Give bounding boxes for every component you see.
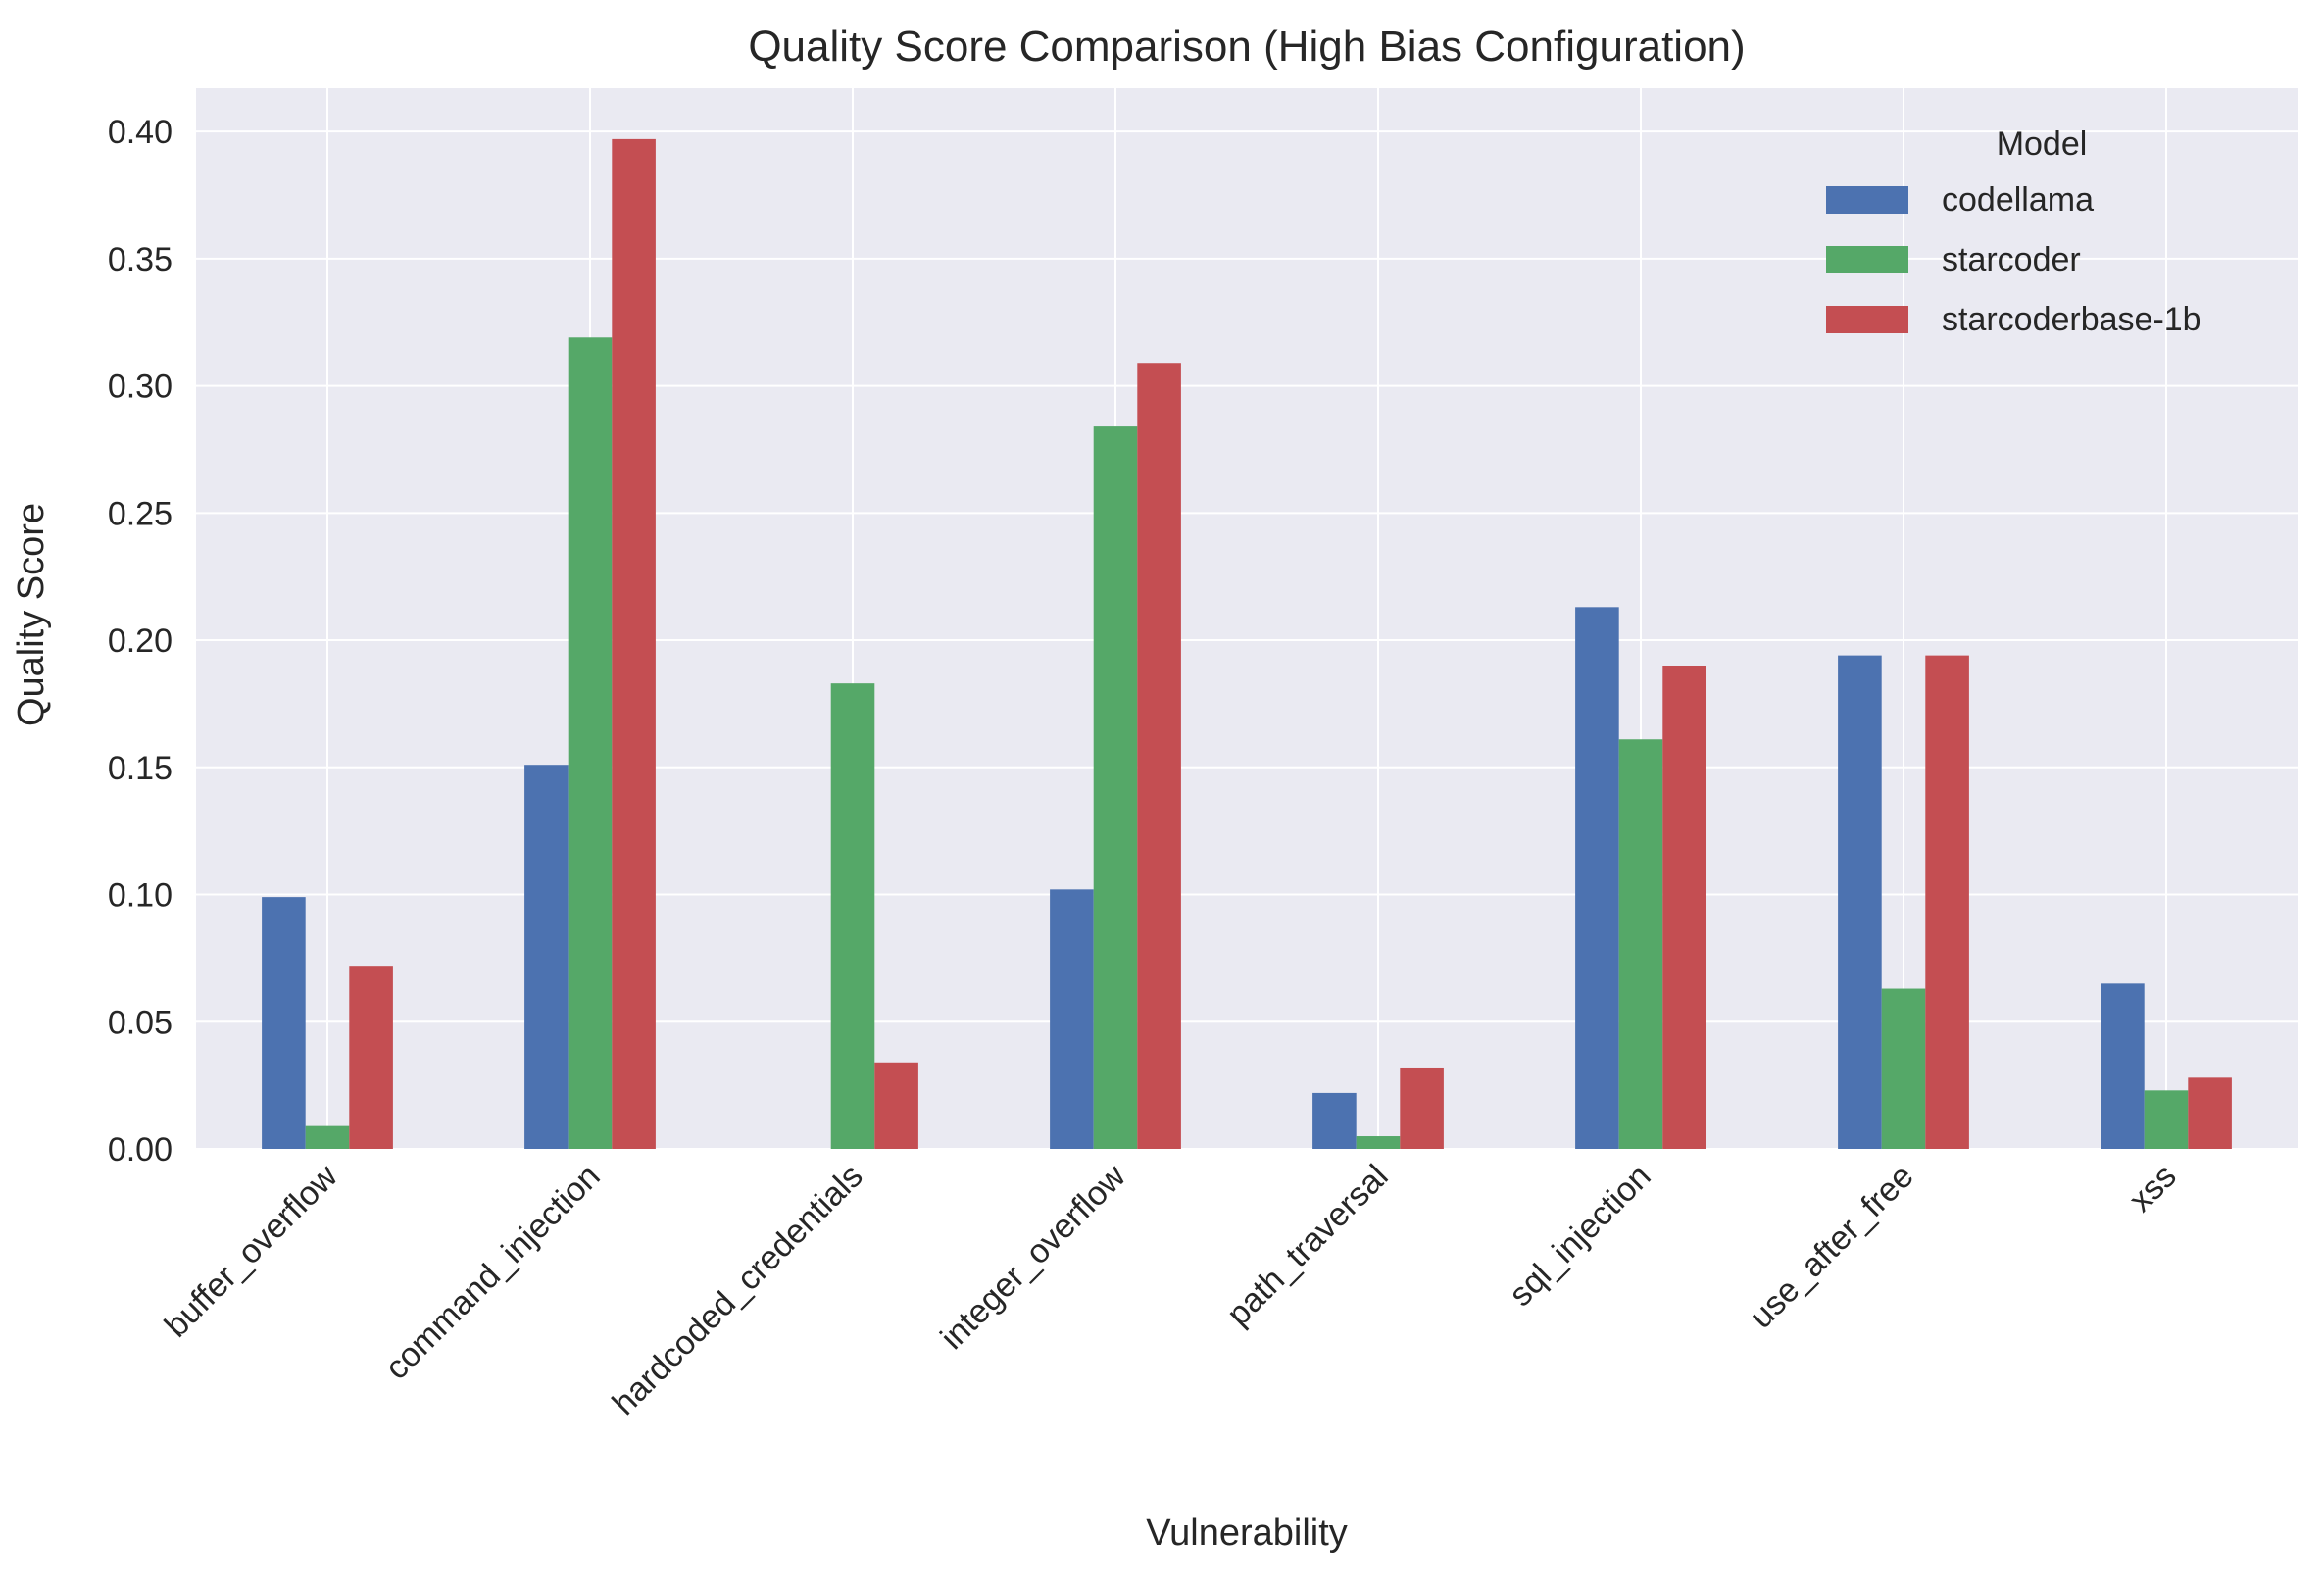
legend-title: Model: [1997, 125, 2088, 163]
bar-starcoder-xss: [2144, 1090, 2189, 1149]
bar-starcoder-path_traversal: [1356, 1136, 1401, 1149]
bar-codellama-command_injection: [524, 765, 569, 1149]
grid-lines: [196, 88, 2298, 1150]
chart-title: Quality Score Comparison (High Bias Conf…: [748, 23, 1745, 71]
legend-swatch-starcoder: [1826, 246, 1908, 273]
y-axis-ticks: 0.00 0.05 0.10 0.15 0.20 0.25 0.30 0.35 0.40: [108, 114, 173, 1168]
legend-label-starcoderbase-1b: starcoderbase-1b: [1942, 301, 2201, 338]
y-tick-label: 0.15: [108, 750, 173, 787]
bar-codellama-xss: [2101, 983, 2145, 1149]
bar-codellama-buffer_overflow: [262, 897, 306, 1149]
bar-starcoderbase-1b-xss: [2188, 1077, 2232, 1149]
bar-starcoder-sql_injection: [1618, 739, 1663, 1149]
bar-starcoder-use_after_free: [1881, 988, 1926, 1149]
bar-starcoder-hardcoded_credentials: [830, 683, 875, 1149]
legend-items: codellama starcoder starcoderbase-1b: [1826, 181, 2201, 338]
y-tick-label: 0.40: [108, 114, 173, 151]
bar-starcoder-command_injection: [568, 337, 613, 1149]
bar-starcoderbase-1b-integer_overflow: [1137, 363, 1181, 1149]
legend-label-starcoder: starcoder: [1942, 241, 2081, 278]
bar-codellama-sql_injection: [1575, 607, 1619, 1149]
bar-starcoderbase-1b-sql_injection: [1662, 666, 1706, 1149]
bar-starcoder-buffer_overflow: [305, 1125, 350, 1149]
y-tick-label: 0.20: [108, 622, 173, 660]
y-tick-label: 0.30: [108, 369, 173, 406]
x-axis-label: Vulnerability: [1146, 1513, 1348, 1554]
bar-starcoder-integer_overflow: [1093, 426, 1138, 1149]
y-tick-label: 0.10: [108, 877, 173, 915]
bar-starcoderbase-1b-command_injection: [612, 138, 656, 1149]
bar-starcoderbase-1b-hardcoded_credentials: [874, 1062, 918, 1149]
legend: Model codellama starcoder starcoderbase-1b: [1826, 125, 2201, 338]
legend-swatch-starcoderbase-1b: [1826, 306, 1908, 333]
y-tick-label: 0.05: [108, 1004, 173, 1041]
bar-codellama-path_traversal: [1312, 1092, 1357, 1149]
legend-label-codellama: codellama: [1942, 181, 2094, 219]
legend-swatch-codellama: [1826, 186, 1908, 214]
y-tick-label: 0.35: [108, 241, 173, 278]
bar-starcoderbase-1b-path_traversal: [1400, 1067, 1444, 1149]
bar-codellama-use_after_free: [1838, 655, 1882, 1149]
bar-codellama-integer_overflow: [1050, 889, 1094, 1149]
y-tick-label: 0.00: [108, 1131, 173, 1168]
bar-starcoderbase-1b-buffer_overflow: [349, 966, 393, 1149]
y-tick-label: 0.25: [108, 495, 173, 532]
y-axis-label: Quality Score: [11, 503, 52, 726]
bars: [262, 138, 2232, 1149]
bar-starcoderbase-1b-use_after_free: [1925, 655, 1969, 1149]
